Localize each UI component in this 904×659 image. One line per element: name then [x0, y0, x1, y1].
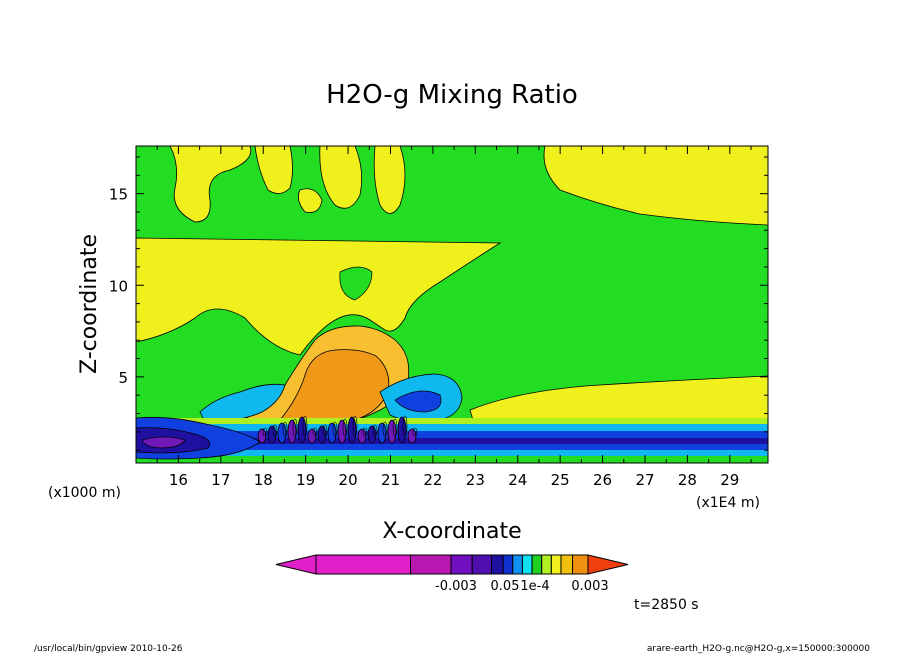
chart-title: H2O-g Mixing Ratio	[326, 80, 578, 110]
convective-cell	[327, 422, 337, 444]
convective-cell	[387, 419, 397, 444]
x-unit-right-label: (x1E4 m)	[696, 495, 760, 511]
convective-cell-contour	[312, 427, 318, 437]
colorbar-segment	[491, 554, 504, 575]
convective-cell-contour	[322, 424, 328, 437]
x-tick-label: 29	[720, 471, 739, 489]
convective-cell	[287, 419, 297, 444]
left-purple-core	[141, 436, 186, 449]
colorbar-segment	[502, 554, 514, 575]
x-tick-label: 28	[678, 471, 697, 489]
y-axis: 5 10 15	[109, 156, 768, 451]
convective-cell	[317, 425, 327, 444]
convective-cell-contour	[342, 418, 348, 437]
colorbar-segment	[531, 554, 543, 575]
x-tick-label: 23	[466, 471, 485, 489]
colorbar-segment	[512, 554, 523, 575]
y-axis-label: Z-coordinate	[77, 234, 102, 374]
green-patch	[339, 266, 373, 301]
x-tick-label: 25	[551, 471, 570, 489]
convective-cell	[377, 422, 387, 444]
convective-cell	[397, 416, 407, 444]
colorbar-segment	[550, 554, 562, 575]
upper-yellow-region	[136, 237, 502, 356]
top-yellow-blob-4	[373, 146, 406, 214]
convective-cell-contour	[362, 427, 368, 437]
convective-cell-contour	[352, 415, 358, 437]
colorbar-segment	[410, 554, 452, 575]
convective-cell-contour	[292, 418, 298, 437]
x-tick-label: 19	[296, 471, 315, 489]
colorbar-label-2: 0.05	[491, 579, 520, 594]
y-tick-label: 10	[109, 277, 128, 295]
convective-cell	[277, 422, 287, 444]
band-cyan	[136, 424, 768, 433]
y-tick-label: 15	[109, 186, 128, 204]
convective-cells	[257, 415, 418, 444]
convective-cell-contour	[402, 415, 408, 437]
x-tick-label: 22	[423, 471, 442, 489]
band-cyan-lower	[136, 450, 768, 456]
convective-cell-contour	[262, 427, 268, 437]
right-yellow-band	[469, 375, 768, 428]
colorbar-label-3: 1e-4	[520, 579, 549, 594]
colorbar	[275, 554, 629, 575]
convective-cell	[337, 419, 347, 444]
right-blue-core	[394, 390, 442, 413]
convective-cell	[367, 425, 377, 444]
colorbar-arrow-left	[275, 554, 317, 575]
colorbar-segment	[315, 554, 412, 575]
convective-cell	[297, 416, 307, 444]
x-tick-label: 21	[381, 471, 400, 489]
top-yellow-blob-1	[169, 146, 252, 223]
band-blue	[136, 431, 768, 440]
colorbar-label-1: -0.003	[435, 579, 477, 594]
x-tick-label: 27	[635, 471, 654, 489]
band-blue-lower	[136, 444, 768, 450]
y-tick-label: 5	[118, 369, 128, 387]
colorbar-segment	[560, 554, 574, 575]
convective-cell-contour	[302, 415, 308, 437]
top-yellow-blob-3	[319, 146, 363, 209]
footer-left: /usr/local/bin/gpview 2010-10-26	[34, 644, 183, 654]
top-yellow-blob-6	[297, 188, 323, 213]
convective-cell-contour	[272, 424, 278, 437]
convective-cell-contour	[332, 421, 338, 437]
convective-cell-contour	[282, 421, 288, 437]
plot-frame	[135, 145, 769, 464]
time-label: t=2850 s	[634, 597, 699, 613]
colorbar-segment	[541, 554, 552, 575]
convective-cell	[267, 425, 277, 444]
footer-right: arare-earth_H2O-g.nc@H2O-g,x=150000:3000…	[647, 644, 870, 654]
contour-plot	[136, 146, 768, 463]
x-tick-label: 20	[339, 471, 358, 489]
band-green-bottom	[136, 456, 768, 463]
x-tick-label: 26	[593, 471, 612, 489]
x-tick-label: 24	[508, 471, 527, 489]
band-light-green	[136, 418, 768, 426]
x-axis: 16 17 18 19 20 21 22 23 24 25 26 27 28 29	[135, 146, 752, 489]
convective-cell-contour	[392, 418, 398, 437]
colorbar-segment	[521, 554, 533, 575]
top-yellow-blob-5	[543, 146, 768, 226]
top-yellow-blob-2	[254, 146, 293, 194]
colorbar-segment	[450, 554, 473, 575]
colorbar-segment	[471, 554, 493, 575]
band-dark-blue	[136, 438, 768, 444]
convective-cell-contour	[372, 424, 378, 437]
colorbar-label-4: 0.003	[571, 579, 608, 594]
x-axis-label: X-coordinate	[382, 519, 521, 544]
x-tick-label: 16	[169, 471, 188, 489]
x-tick-label: 17	[211, 471, 230, 489]
convective-cell-contour	[412, 427, 418, 437]
convective-cell	[347, 416, 357, 444]
convective-cell-contour	[382, 421, 388, 437]
colorbar-segment	[572, 554, 589, 575]
x-unit-left-label: (x1000 m)	[48, 485, 121, 501]
colorbar-arrow-right	[587, 554, 629, 575]
x-tick-label: 18	[254, 471, 273, 489]
